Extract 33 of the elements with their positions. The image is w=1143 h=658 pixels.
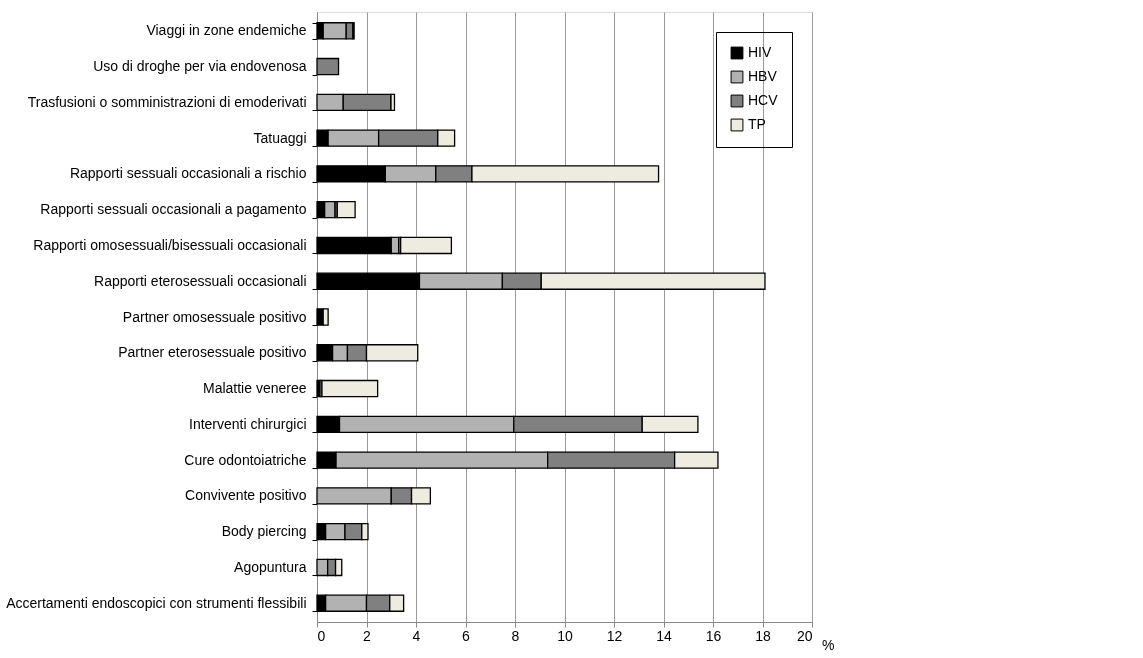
- y-tick-label: Accertamenti endoscopici con strumenti flessibili: [6, 594, 307, 611]
- y-tick-label: Rapporti sessuali occasionali a rischio: [69, 165, 307, 182]
- x-tick-label: 2: [363, 627, 372, 644]
- x-tick-label: 0: [317, 627, 326, 644]
- x-tick-label: 16: [705, 627, 722, 644]
- x-tick-label: 8: [511, 627, 520, 644]
- legend-label: HIV: [748, 44, 772, 60]
- y-tick-label: Partner omosessuale positivo: [122, 308, 307, 325]
- x-tick-label: 10: [557, 627, 573, 644]
- y-tick-label: Agopuntura: [234, 558, 307, 575]
- y-tick-label: Interventi chirurgici: [189, 415, 307, 432]
- x-tick-label: 12: [606, 627, 623, 644]
- y-tick-label: Tatuaggi: [253, 129, 307, 146]
- y-tick-label: Convivente positivo: [185, 487, 307, 504]
- y-tick-label: Viaggi in zone endemiche: [146, 22, 307, 39]
- x-tick-label: 6: [462, 627, 471, 644]
- y-tick-label: Partner eterosessuale positivo: [118, 344, 307, 361]
- y-tick-label: Rapporti sessuali occasionali a pagamento: [40, 201, 307, 218]
- y-tick-label: Trasfusioni o somministrazioni di emoderivati: [27, 93, 307, 110]
- y-tick-label: Uso di droghe per via endovenosa: [93, 58, 307, 75]
- y-tick-label: Rapporti omosessuali/bisessuali occasionali: [33, 236, 307, 253]
- x-tick-label: 4: [412, 627, 421, 644]
- y-tick-label: Malattie veneree: [202, 380, 307, 397]
- legend-label: HBV: [748, 68, 778, 84]
- y-tick-label: Rapporti eterosessuali occasionali: [94, 272, 307, 289]
- y-tick-label: Cure odontoiatriche: [184, 451, 307, 468]
- x-tick-label: 18: [755, 627, 771, 644]
- x-tick-label: 20: [796, 627, 813, 644]
- y-tick-label: Body piercing: [221, 523, 307, 540]
- legend-label: HCV: [748, 92, 779, 108]
- x-axis-title: %: [822, 636, 835, 653]
- legend-label: TP: [748, 116, 766, 132]
- x-tick-label: 14: [656, 627, 672, 644]
